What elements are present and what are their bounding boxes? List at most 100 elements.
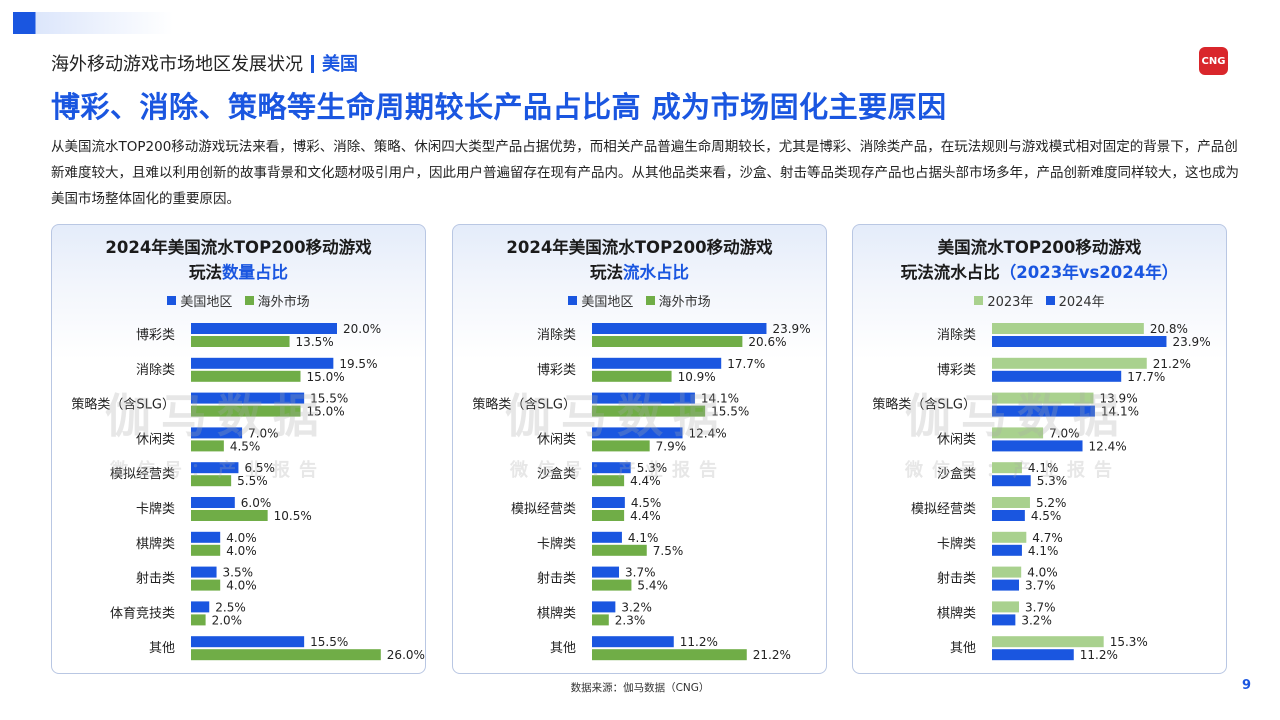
chart-title-line1: 2024年美国流水TOP200移动游戏	[506, 238, 773, 257]
category-label: 其他	[550, 641, 576, 656]
legend-item: 美国地区	[167, 291, 232, 310]
bar	[191, 579, 221, 591]
chart-title: 2024年美国流水TOP200移动游戏 玩法流水占比	[453, 235, 826, 285]
data-label: 2.0%	[212, 613, 243, 627]
page-number: 9	[1242, 678, 1252, 693]
bar	[992, 497, 1030, 508]
bar	[992, 579, 1020, 591]
bar	[191, 649, 381, 661]
chart-legend: 美国地区 海外市场	[453, 291, 826, 310]
data-label: 5.2%	[1036, 496, 1067, 510]
legend-swatch	[244, 296, 254, 305]
legend-swatch	[167, 296, 177, 305]
bar	[992, 427, 1044, 439]
bar	[191, 475, 232, 487]
bar	[992, 357, 1147, 369]
data-label: 4.0%	[226, 531, 257, 545]
category-label: 棋牌类	[937, 605, 976, 621]
category-label: 卡牌类	[136, 501, 175, 517]
bar	[592, 510, 625, 521]
category-label: 策略类（含SLG）	[872, 397, 976, 413]
bar	[992, 510, 1025, 521]
data-label: 4.5%	[230, 439, 261, 453]
category-label: 其他	[149, 641, 175, 656]
bar	[992, 462, 1022, 474]
bar	[191, 497, 235, 508]
legend-swatch	[568, 296, 578, 305]
data-label: 20.0%	[343, 322, 381, 336]
data-label: 19.5%	[339, 357, 377, 371]
category-label: 棋牌类	[537, 605, 576, 621]
bar	[992, 566, 1022, 578]
legend-item: 海外市场	[645, 291, 711, 310]
chart-title: 2024年美国流水TOP200移动游戏 玩法数量占比	[52, 235, 425, 285]
bar	[992, 649, 1074, 661]
data-label: 2.5%	[215, 600, 246, 614]
data-label: 6.5%	[244, 461, 275, 475]
bar	[191, 323, 337, 334]
data-label: 12.4%	[1089, 439, 1127, 453]
category-label: 消除类	[537, 328, 576, 343]
bar-chart-revenue-share: 消除类 23.9%20.6% 博彩类 17.7% 10.9% 策略类（含SLG） 14.1%…	[472, 322, 810, 662]
data-label: 15.5%	[310, 392, 348, 406]
bar	[992, 336, 1167, 347]
category-label: 休闲类	[537, 432, 576, 447]
bar	[992, 601, 1020, 613]
category-label: 卡牌类	[537, 536, 576, 552]
data-label: 4.4%	[630, 474, 661, 488]
bar	[592, 357, 722, 369]
data-label: 17.7%	[1127, 370, 1165, 384]
data-label: 4.0%	[226, 544, 257, 558]
bar	[592, 405, 706, 417]
data-label: 4.1%	[1028, 461, 1059, 475]
legend-swatch	[1045, 296, 1055, 305]
bar	[592, 579, 632, 591]
data-label: 2.3%	[615, 613, 646, 627]
legend-label: 美国地区	[581, 295, 634, 310]
bar	[592, 392, 695, 404]
cng-logo: CNG	[1199, 47, 1228, 75]
data-label: 15.5%	[711, 405, 749, 419]
legend-label: 美国地区	[180, 295, 233, 310]
chart-title-line1: 美国流水TOP200移动游戏	[937, 238, 1142, 257]
data-label: 23.9%	[1172, 335, 1210, 349]
category-label: 策略类（含SLG）	[472, 397, 576, 413]
data-label: 13.9%	[1099, 392, 1137, 406]
category-label: 消除类	[937, 328, 976, 343]
intro-paragraph: 从美国流水TOP200移动游戏玩法来看，博彩、消除、策略、休闲四大类型产品占据优…	[51, 139, 1239, 207]
data-label: 11.2%	[680, 635, 718, 649]
data-label: 11.2%	[1080, 648, 1118, 662]
bar	[992, 440, 1083, 452]
bar	[592, 370, 672, 382]
breadcrumb-region: 美国	[322, 54, 358, 75]
bar	[592, 531, 622, 543]
bar	[592, 336, 743, 347]
data-label: 21.2%	[753, 648, 791, 662]
chart-title-line2: 玩法流水占比（2023年vs2024年）	[900, 263, 1179, 282]
category-label: 棋牌类	[136, 536, 175, 552]
bar	[992, 392, 1094, 404]
chart-title: 美国流水TOP200移动游戏 玩法流水占比（2023年vs2024年）	[853, 235, 1226, 285]
data-label: 4.1%	[1028, 544, 1059, 558]
bar	[191, 544, 221, 556]
data-label: 5.5%	[237, 474, 268, 488]
bar	[992, 405, 1095, 417]
data-label: 15.0%	[307, 370, 345, 384]
bar	[592, 601, 616, 613]
bar-chart-year-compare: 消除类 20.8%23.9% 博彩类 21.2%17.7% 策略类（含SLG） 13.9%…	[872, 322, 1210, 662]
legend-swatch	[974, 296, 984, 305]
data-label: 7.0%	[248, 426, 279, 440]
data-label: 3.5%	[223, 566, 254, 580]
breadcrumb-section: 海外移动游戏市场地区发展状况	[51, 54, 303, 75]
legend-label: 2024年	[1058, 295, 1105, 310]
data-label: 14.1%	[1101, 405, 1139, 419]
top-accent-bar	[13, 12, 173, 34]
bar	[592, 636, 674, 648]
bar	[592, 544, 647, 556]
page-headline: 博彩、消除、策略等生命周期较长产品占比高 成为市场固化主要原因	[51, 90, 947, 124]
data-label: 21.2%	[1153, 357, 1191, 371]
data-label: 26.0%	[387, 648, 425, 662]
category-label: 博彩类	[537, 363, 576, 378]
data-label: 4.5%	[1031, 509, 1062, 523]
bar	[592, 497, 625, 508]
